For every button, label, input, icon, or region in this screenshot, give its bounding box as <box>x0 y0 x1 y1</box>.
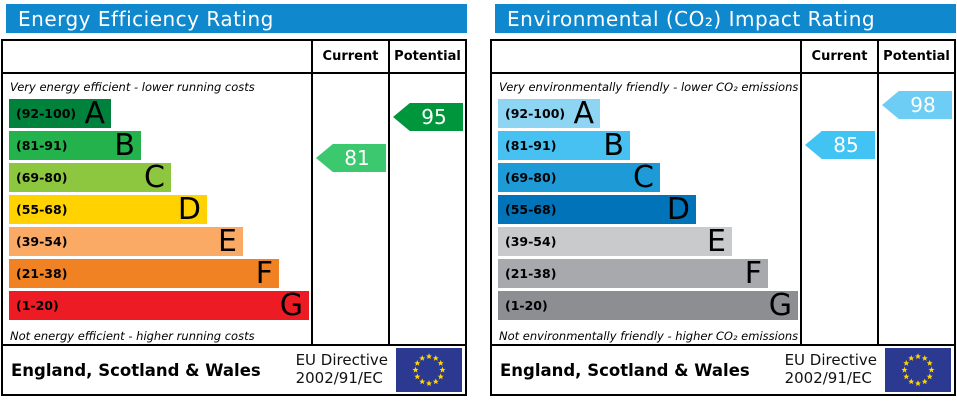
band-c: (69-80) C <box>9 159 171 195</box>
eu-directive-line1: EU Directive <box>784 351 877 370</box>
current-rating-arrow: 85 <box>805 131 875 159</box>
band-d: (55-68) D <box>498 191 696 227</box>
current-rating-arrow: 81 <box>316 144 386 172</box>
band-c: (69-80) C <box>498 159 660 195</box>
table-header-row: Current Potential <box>492 41 954 74</box>
band-range-label: (81-91) <box>16 138 68 153</box>
band-range-label: (92-100) <box>505 106 566 121</box>
band-a: (92-100) A <box>9 95 111 131</box>
band-e: (39-54) E <box>9 223 243 259</box>
potential-rating-arrow: 95 <box>393 103 463 131</box>
band-d: (55-68) D <box>9 191 207 227</box>
table-footer: England, Scotland & Wales EU Directive 2… <box>492 344 954 394</box>
band-letter: E <box>218 223 237 259</box>
chart-title: Environmental (CO₂) Impact Rating <box>507 6 876 31</box>
eu-directive-text: EU Directive 2002/91/EC <box>296 352 388 387</box>
rating-body: Very environmentally friendly - lower CO… <box>492 74 954 344</box>
band-letter: F <box>744 255 762 291</box>
band-e: (39-54) E <box>498 223 732 259</box>
footer-region: England, Scotland & Wales <box>500 360 750 380</box>
chart-title-bar: Energy Efficiency Rating <box>6 4 467 33</box>
chart-title-bar: Environmental (CO₂) Impact Rating <box>495 4 956 33</box>
chart-title: Energy Efficiency Rating <box>18 6 274 31</box>
potential-rating-value: 95 <box>421 105 447 129</box>
table-footer: England, Scotland & Wales EU Directive 2… <box>3 344 465 394</box>
band-scale: Very energy efficient - lower running co… <box>3 74 311 344</box>
band-range-label: (21-38) <box>16 266 68 281</box>
column-header-potential: Potential <box>388 41 465 72</box>
band-letter: D <box>177 191 201 227</box>
top-note: Very energy efficient - lower running co… <box>10 80 255 94</box>
chart-environmental-impact: Environmental (CO₂) Impact Rating Curren… <box>490 4 956 396</box>
band-range-label: (92-100) <box>16 106 77 121</box>
band-range-label: (69-80) <box>16 170 68 185</box>
band-f: (21-38) F <box>498 255 768 291</box>
potential-rating-value: 98 <box>910 93 936 117</box>
band-letter: C <box>633 159 654 195</box>
bottom-note: Not energy efficient - higher running co… <box>10 329 255 343</box>
eu-flag-icon <box>396 348 462 392</box>
eu-directive-line2: 2002/91/EC <box>784 369 872 387</box>
table-header-row: Current Potential <box>3 41 465 74</box>
column-header-current: Current <box>800 41 877 72</box>
rating-body: Very energy efficient - lower running co… <box>3 74 465 344</box>
band-b: (81-91) B <box>498 127 630 163</box>
potential-rating-arrow: 98 <box>882 91 952 119</box>
band-letter: B <box>114 127 135 163</box>
current-rating-value: 81 <box>344 146 370 170</box>
band-letter: E <box>707 223 726 259</box>
band-range-label: (55-68) <box>16 202 68 217</box>
band-g: (1-20) G <box>9 287 309 323</box>
current-rating-value: 85 <box>833 133 859 157</box>
eu-flag-icon <box>885 348 951 392</box>
eu-directive-line2: 2002/91/EC <box>295 369 383 387</box>
header-spacer <box>492 41 800 72</box>
bottom-note: Not environmentally friendly - higher CO… <box>499 329 799 343</box>
eu-directive-text: EU Directive 2002/91/EC <box>785 352 877 387</box>
top-note: Very environmentally friendly - lower CO… <box>499 80 799 94</box>
column-header-current: Current <box>311 41 388 72</box>
band-scale: Very environmentally friendly - lower CO… <box>492 74 800 344</box>
current-column: 85 <box>800 74 877 344</box>
band-range-label: (21-38) <box>505 266 557 281</box>
band-g: (1-20) G <box>498 287 798 323</box>
chart-energy-efficiency: Energy Efficiency Rating Current Potenti… <box>1 4 467 396</box>
band-letter: C <box>144 159 165 195</box>
rating-table: Current Potential Very energy efficient … <box>1 39 467 396</box>
band-f: (21-38) F <box>9 255 279 291</box>
band-letter: G <box>279 287 303 323</box>
band-letter: D <box>666 191 690 227</box>
band-letter: G <box>768 287 792 323</box>
band-a: (92-100) A <box>498 95 600 131</box>
band-letter: F <box>255 255 273 291</box>
band-letter: B <box>603 127 624 163</box>
band-range-label: (81-91) <box>505 138 557 153</box>
band-range-label: (39-54) <box>505 234 557 249</box>
band-letter: A <box>84 95 105 131</box>
band-range-label: (55-68) <box>505 202 557 217</box>
column-header-potential: Potential <box>877 41 954 72</box>
header-spacer <box>3 41 311 72</box>
band-b: (81-91) B <box>9 127 141 163</box>
band-range-label: (1-20) <box>16 298 59 313</box>
footer-region: England, Scotland & Wales <box>11 360 261 380</box>
rating-table: Current Potential Very environmentally f… <box>490 39 956 396</box>
band-range-label: (39-54) <box>16 234 68 249</box>
band-range-label: (1-20) <box>505 298 548 313</box>
eu-directive-line1: EU Directive <box>295 351 388 370</box>
band-letter: A <box>573 95 594 131</box>
current-column: 81 <box>311 74 388 344</box>
potential-column: 98 <box>877 74 954 344</box>
band-range-label: (69-80) <box>505 170 557 185</box>
potential-column: 95 <box>388 74 465 344</box>
